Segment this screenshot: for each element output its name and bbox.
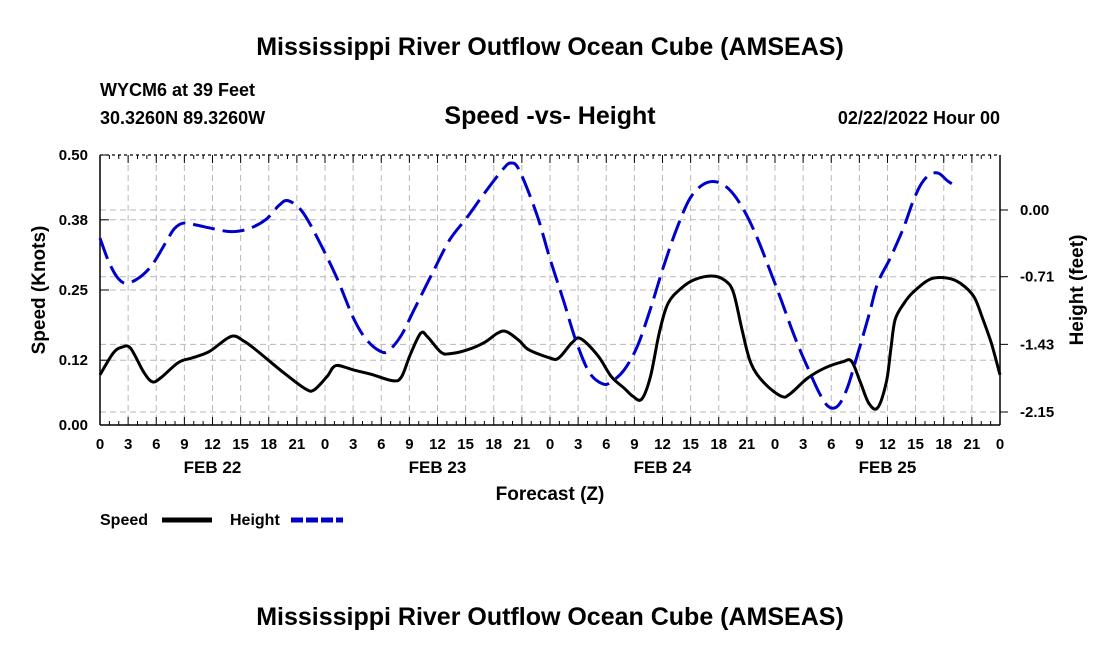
x-tick-label: 21 <box>739 436 756 453</box>
chart-subtitle: Speed -vs- Height <box>444 102 656 130</box>
x-tick-label: 21 <box>289 436 306 453</box>
y-right-tick-label: -2.15 <box>1020 404 1054 421</box>
legend-speed-label: Speed <box>100 512 148 529</box>
x-tick-label: 18 <box>260 436 277 453</box>
x-tick-label: 15 <box>907 436 924 453</box>
x-tick-label: 21 <box>964 436 981 453</box>
legend: Speed Height <box>100 512 343 529</box>
x-tick-label: 6 <box>152 436 160 453</box>
grid-lines <box>99 155 1001 425</box>
x-tick-label: 0 <box>771 436 779 453</box>
x-tick-label: 0 <box>996 436 1004 453</box>
x-tick-label: 18 <box>710 436 727 453</box>
footer-title: Mississippi River Outflow Ocean Cube (AM… <box>256 603 844 631</box>
datetime-label: 02/22/2022 Hour 00 <box>838 108 1000 128</box>
x-tick-label: 0 <box>546 436 554 453</box>
x-tick-label: 9 <box>405 436 413 453</box>
x-tick-label: 12 <box>429 436 446 453</box>
series-line-speed <box>98 274 1002 411</box>
x-tick-label: 9 <box>630 436 638 453</box>
y-right-tick-label: -1.43 <box>1020 336 1054 353</box>
series-line-height <box>98 161 959 410</box>
x-tick-label: 18 <box>485 436 502 453</box>
x-tick-label: 15 <box>682 436 699 453</box>
x-tick-label: 15 <box>457 436 474 453</box>
y-left-tick-label: 0.00 <box>59 417 88 434</box>
y-left-tick-label: 0.38 <box>59 212 88 229</box>
x-tick-label: 0 <box>321 436 329 453</box>
legend-height-label: Height <box>230 512 280 529</box>
x-tick-label: 6 <box>377 436 385 453</box>
x-tick-label: 18 <box>935 436 952 453</box>
x-tick-label: 15 <box>232 436 249 453</box>
x-axis-title: Forecast (Z) <box>496 484 605 505</box>
y-left-tick-label: 0.50 <box>59 147 88 164</box>
x-tick-label: 12 <box>879 436 896 453</box>
x-tick-label: 0 <box>96 436 104 453</box>
day-label: FEB 23 <box>409 458 467 477</box>
x-tick-label: 3 <box>124 436 132 453</box>
x-tick-label: 21 <box>514 436 531 453</box>
axes: 0 3 6 9 12 15 18 21 0 3 6 9 12 15 18 21 0 3 6 9 12 15 18 21 0 3 6 9… <box>59 147 1054 477</box>
x-tick-label: 9 <box>855 436 863 453</box>
day-label: FEB 25 <box>859 458 917 477</box>
x-tick-label: 3 <box>349 436 357 453</box>
day-label: FEB 24 <box>634 458 692 477</box>
station-label: WYCM6 at 39 Feet <box>100 80 255 100</box>
x-tick-label: 9 <box>180 436 188 453</box>
y-right-tick-label: -0.71 <box>1020 269 1054 286</box>
y-right-axis-title: Height (feet) <box>1067 235 1088 346</box>
y-left-tick-label: 0.12 <box>59 352 88 369</box>
x-tick-label: 3 <box>574 436 582 453</box>
series-group <box>98 161 1002 411</box>
x-tick-label: 12 <box>204 436 221 453</box>
day-label: FEB 22 <box>184 458 242 477</box>
y-right-tick-label: 0.00 <box>1020 202 1049 219</box>
x-tick-label: 12 <box>654 436 671 453</box>
location-label: 30.3260N 89.3260W <box>100 108 265 128</box>
x-tick-label: 6 <box>827 436 835 453</box>
y-left-tick-label: 0.25 <box>59 282 88 299</box>
x-tick-label: 6 <box>602 436 610 453</box>
x-tick-label: 3 <box>799 436 807 453</box>
y-left-axis-title: Speed (Knots) <box>29 226 50 355</box>
chart-title: Mississippi River Outflow Ocean Cube (AM… <box>256 33 844 61</box>
